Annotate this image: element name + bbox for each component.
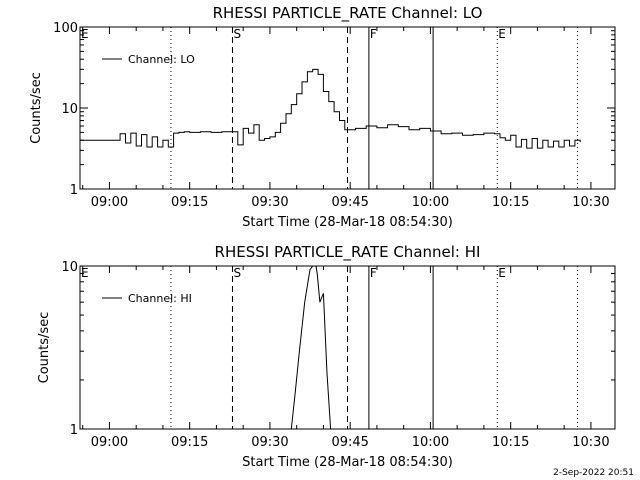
event-marker: F bbox=[370, 27, 377, 41]
y-tick-label: 1 bbox=[70, 423, 78, 438]
chart-title: RHESSI PARTICLE_RATE Channel: LO bbox=[213, 4, 483, 23]
x-tick-label: 10:30 bbox=[572, 435, 609, 450]
x-tick-label: 10:15 bbox=[492, 195, 529, 210]
legend-label: Channel: HI bbox=[128, 292, 192, 305]
event-marker: E bbox=[498, 266, 506, 280]
x-tick-label: 10:30 bbox=[572, 195, 609, 210]
y-tick-label: 100 bbox=[53, 21, 78, 36]
legend-label: Channel: LO bbox=[128, 53, 195, 66]
y-tick-label: 10 bbox=[61, 102, 78, 117]
y-tick-label: 1 bbox=[70, 183, 78, 198]
series-line bbox=[80, 68, 581, 149]
x-tick-label: 09:00 bbox=[91, 435, 128, 450]
x-tick-label: 09:15 bbox=[171, 435, 208, 450]
x-axis-label: Start Time (28-Mar-18 08:54:30) bbox=[242, 215, 453, 230]
x-tick-label: 09:45 bbox=[331, 435, 368, 450]
footer-date: 2-Sep-2022 20:51 bbox=[553, 468, 634, 478]
plot-frame bbox=[79, 265, 616, 430]
event-marker: F bbox=[370, 266, 377, 280]
y-axis-label: Counts/sec bbox=[37, 312, 52, 384]
y-tick-label: 10 bbox=[61, 260, 78, 275]
event-marker: S bbox=[233, 266, 241, 280]
event-marker: E bbox=[81, 266, 89, 280]
x-tick-label: 10:00 bbox=[412, 435, 449, 450]
x-tick-label: 10:15 bbox=[492, 435, 529, 450]
x-axis-label: Start Time (28-Mar-18 08:54:30) bbox=[242, 455, 453, 470]
x-tick-label: 09:30 bbox=[251, 195, 288, 210]
chart-title: RHESSI PARTICLE_RATE Channel: HI bbox=[215, 243, 481, 262]
series-line bbox=[290, 266, 332, 429]
chart-panel-2: RHESSI PARTICLE_RATE Channel: HI 09:00 09:… bbox=[37, 243, 616, 470]
y-axis-label: Counts/sec bbox=[29, 72, 44, 144]
x-tick-label: 09:30 bbox=[251, 435, 288, 450]
event-marker: E bbox=[81, 27, 89, 41]
x-tick-label: 09:45 bbox=[331, 195, 368, 210]
x-tick-label: 09:15 bbox=[171, 195, 208, 210]
x-tick-label: 09:00 bbox=[91, 195, 128, 210]
event-marker: S bbox=[233, 27, 241, 41]
event-marker: E bbox=[498, 27, 506, 41]
x-tick-label: 10:00 bbox=[412, 195, 449, 210]
chart-panel-1: RHESSI PARTICLE_RATE Channel: LO 09:00 09:… bbox=[29, 4, 616, 230]
